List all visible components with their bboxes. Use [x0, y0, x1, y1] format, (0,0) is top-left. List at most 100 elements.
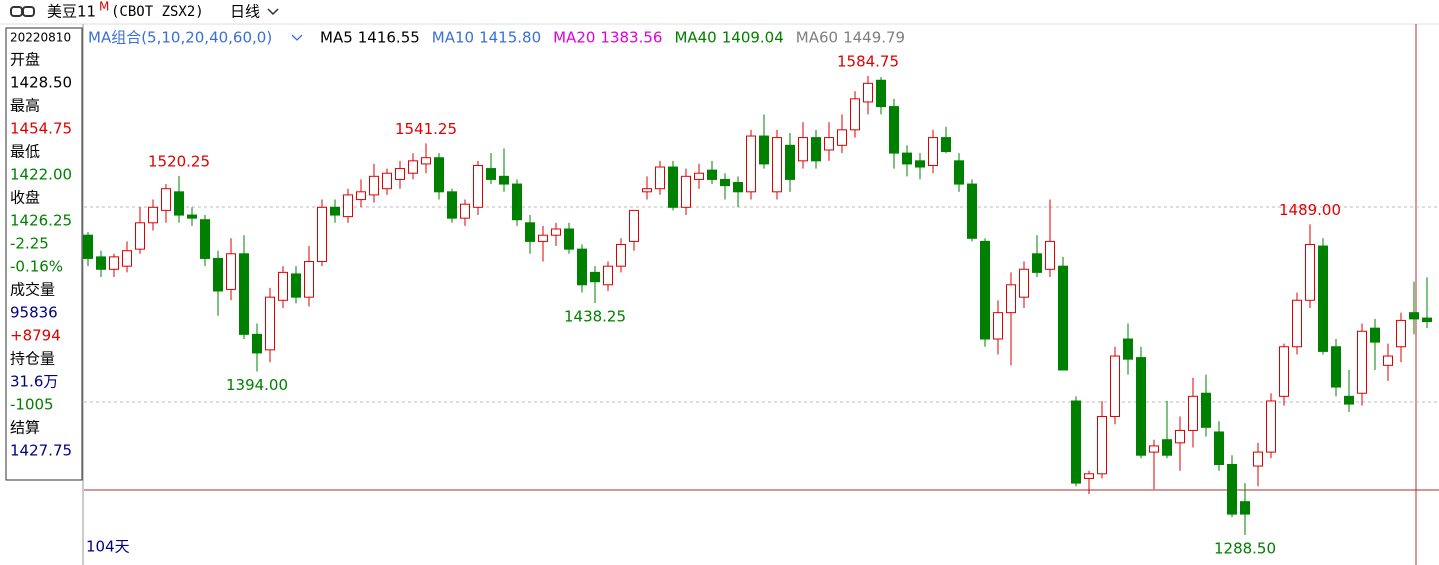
- candle-body: [603, 265, 613, 286]
- candle-body: [733, 182, 743, 193]
- candle-body: [96, 256, 106, 270]
- candle-body: [265, 296, 275, 351]
- superscript: M: [99, 0, 109, 14]
- candle-body: [668, 166, 678, 208]
- info-date: 20220810: [10, 31, 71, 45]
- candle-body: [1240, 501, 1250, 515]
- link-icon: [22, 6, 35, 17]
- info-value: 31.6万: [10, 373, 58, 391]
- candle-body: [941, 137, 951, 153]
- info-value: 1422.00: [10, 166, 72, 184]
- candle-body: [1084, 473, 1094, 479]
- candle-body: [343, 194, 353, 218]
- candle-body: [382, 172, 392, 190]
- candle-body: [1344, 395, 1354, 405]
- candle-body: [408, 160, 418, 174]
- candle-body: [1318, 245, 1328, 352]
- symbol[interactable]: 美豆11: [47, 3, 96, 21]
- candle-body: [1136, 357, 1146, 456]
- candle-body: [1409, 312, 1419, 320]
- ma-value: 1409.04: [722, 29, 784, 47]
- day-count: 104天: [86, 538, 130, 556]
- candle-body: [1058, 265, 1068, 371]
- candle-body: [902, 152, 912, 165]
- candle-body: [746, 135, 756, 193]
- candle-body: [330, 206, 340, 216]
- candle-body: [1305, 243, 1315, 301]
- candle-body: [1175, 429, 1185, 444]
- candle-body: [122, 250, 132, 267]
- info-value: -0.16%: [10, 258, 63, 276]
- candle-body: [421, 157, 431, 165]
- candle-body: [304, 261, 314, 298]
- candle-body: [83, 234, 93, 259]
- candle-body: [720, 178, 730, 187]
- candle-body: [863, 82, 873, 103]
- candle-body: [161, 188, 171, 211]
- candle-body: [200, 219, 210, 259]
- candle-body: [811, 137, 821, 162]
- candle-body: [1279, 346, 1289, 397]
- ma-name: MA20: [553, 29, 595, 47]
- candle-body: [356, 191, 366, 201]
- candle-body: [1383, 355, 1393, 366]
- info-label: 成交量: [10, 281, 55, 299]
- candle-body: [577, 248, 587, 286]
- info-value: 1454.75: [10, 120, 72, 138]
- candle-body: [395, 168, 405, 180]
- candle-body: [187, 214, 197, 219]
- candle-body: [486, 168, 496, 180]
- extreme-label: 1541.25: [395, 120, 457, 138]
- period[interactable]: 日线: [230, 3, 260, 21]
- ma-value: 1449.79: [843, 29, 905, 47]
- candle-body: [1396, 319, 1406, 348]
- candle-body: [1253, 451, 1263, 467]
- extreme-label: 1520.25: [148, 152, 210, 170]
- candle-body: [889, 106, 899, 154]
- info-label: 最低: [10, 143, 40, 161]
- info-value: 1428.50: [10, 74, 72, 92]
- candle-body: [135, 222, 145, 250]
- info-value: 1427.75: [10, 442, 72, 460]
- toolbar: 美豆11 M (CBOT ZSX2) 日线: [10, 0, 279, 21]
- info-label: 最高: [10, 97, 40, 115]
- candle-body: [239, 253, 249, 335]
- candle-body: [213, 257, 223, 292]
- candle-body: [590, 271, 600, 283]
- candle-body: [109, 256, 119, 270]
- info-label: 开盘: [10, 51, 40, 69]
- candle-body: [447, 191, 457, 219]
- candle-body: [1331, 346, 1341, 388]
- candle-body: [1006, 284, 1016, 314]
- candle-body: [278, 271, 288, 301]
- ma-name: MA40: [674, 29, 716, 47]
- candle-body: [798, 137, 808, 162]
- candle-body: [785, 144, 795, 180]
- candle-body: [434, 157, 444, 193]
- candle-body: [473, 164, 483, 208]
- code: (CBOT ZSX2): [111, 4, 204, 20]
- candle-body: [694, 172, 704, 180]
- info-panel: [5, 27, 83, 481]
- candle-body: [993, 312, 1003, 340]
- ma-name: MA60: [796, 29, 838, 47]
- candle-body: [551, 228, 561, 236]
- candle-body: [369, 175, 379, 196]
- candle-body: [1357, 330, 1367, 394]
- candle-body: [681, 175, 691, 208]
- extreme-label: 1489.00: [1279, 201, 1341, 219]
- extreme-label: 1394.00: [226, 376, 288, 394]
- extreme-label: 1438.25: [564, 307, 626, 325]
- candle-body: [1162, 439, 1172, 456]
- candle-body: [1032, 253, 1042, 273]
- candle-body: [525, 222, 535, 242]
- chevron[interactable]: [267, 8, 279, 16]
- info-label: 结算: [10, 419, 40, 437]
- ma-name: MA10: [432, 29, 474, 47]
- candle-body: [876, 79, 886, 108]
- ma-group[interactable]: MA组合(5,10,20,40,60,0): [88, 29, 272, 47]
- candle-body: [655, 166, 665, 190]
- chevron[interactable]: [291, 34, 303, 41]
